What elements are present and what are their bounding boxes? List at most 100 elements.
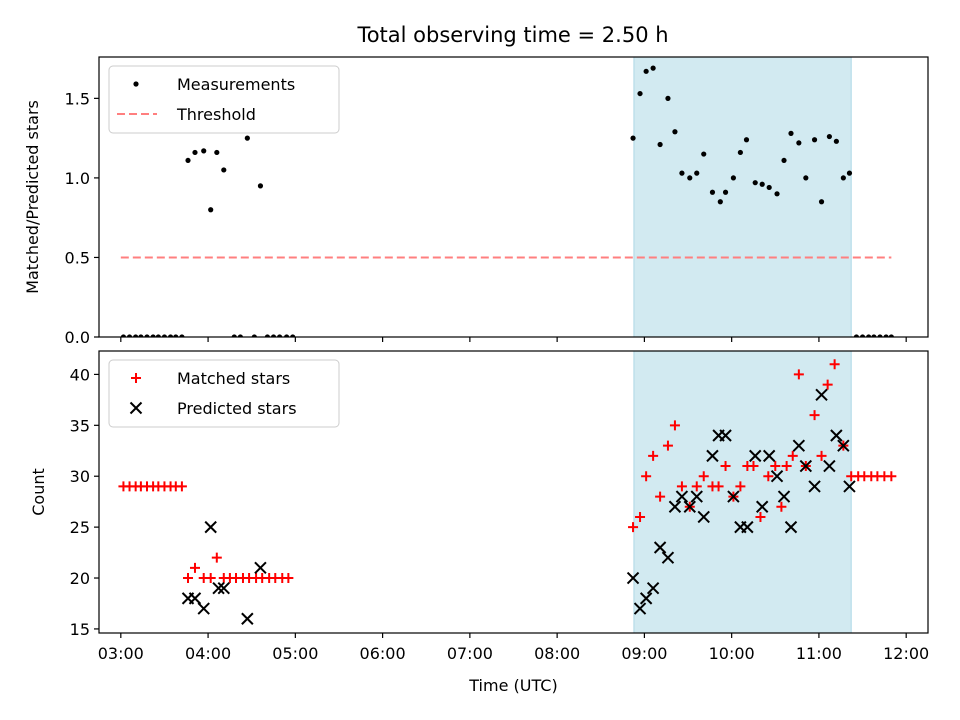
matched-star-marker	[176, 481, 187, 492]
predicted-star-marker	[706, 449, 719, 463]
predicted-star-marker	[823, 459, 836, 473]
predicted-star-marker	[770, 470, 784, 483]
predicted-star-marker	[690, 490, 703, 503]
predicted-star-marker	[188, 592, 202, 605]
measurement-point	[722, 189, 729, 195]
matched-star-marker	[183, 573, 194, 584]
series-predicted-stars	[181, 388, 856, 625]
legend: Measurements Threshold	[108, 65, 340, 134]
predicted-star-marker	[646, 581, 660, 595]
measurement-point	[277, 334, 283, 337]
measurement-point	[290, 334, 296, 337]
predicted-star-marker	[661, 551, 675, 564]
measurement-point	[665, 95, 671, 101]
measurement-point	[781, 157, 787, 164]
measurement-point	[818, 199, 825, 205]
matched-star-marker	[816, 450, 827, 461]
matched-star-marker	[205, 573, 216, 584]
legend-box	[108, 359, 340, 428]
matched-star-marker	[676, 481, 687, 492]
measurement-point	[859, 334, 866, 337]
predicted-star-marker	[784, 520, 798, 534]
x-tick-label: 07:00	[447, 644, 493, 663]
measurement-point	[185, 157, 191, 164]
measurement-point	[251, 334, 257, 337]
legend-measurement-marker	[133, 81, 139, 87]
matched-star-marker	[648, 450, 659, 461]
matched-star-marker	[781, 461, 792, 472]
y-tick-label: 0.0	[65, 328, 90, 347]
y-tick-label: 1.0	[65, 169, 90, 188]
measurement-point	[161, 334, 168, 337]
predicted-star-marker	[683, 500, 696, 513]
measurement-point	[650, 65, 656, 71]
measurement-point	[630, 135, 636, 141]
measurement-point	[866, 334, 872, 337]
measurement-point	[138, 334, 144, 337]
measurement-point	[826, 133, 832, 140]
matched-star-marker	[641, 471, 652, 482]
predicted-star-marker	[675, 490, 689, 503]
y-tick-label: 15	[70, 620, 90, 639]
predicted-star-marker	[668, 500, 682, 513]
series-measurements	[120, 65, 894, 337]
y-tick-label: 35	[70, 416, 90, 435]
legend-predicted-marker	[129, 401, 143, 415]
predicted-star-marker	[697, 510, 710, 524]
matched-star-marker	[698, 471, 709, 482]
measurement-point	[743, 137, 750, 143]
matched-star-marker	[787, 450, 798, 461]
predicted-star-marker	[197, 602, 210, 615]
measurement-point	[173, 334, 179, 337]
matched-star-marker	[628, 522, 639, 533]
measurement-point	[888, 334, 894, 337]
measurement-point	[657, 141, 663, 148]
measurement-point	[811, 137, 818, 143]
matched-star-marker	[755, 511, 766, 522]
matched-star-marker	[283, 573, 294, 584]
predicted-star-marker	[633, 602, 647, 615]
measurement-point	[877, 334, 883, 337]
measurement-point	[737, 149, 743, 156]
predicted-star-marker	[727, 490, 740, 503]
measurement-point	[244, 135, 250, 141]
measurement-point	[144, 334, 150, 337]
matched-star-marker	[635, 511, 646, 522]
matched-star-marker	[748, 461, 759, 472]
measurement-point	[231, 334, 237, 337]
measurement-point	[694, 170, 700, 176]
matched-star-marker	[189, 562, 200, 573]
x-tick-label: 11:00	[796, 644, 842, 663]
x-axis-label: Time (UTC)	[468, 676, 557, 695]
x-tick-label: 10:00	[709, 644, 755, 663]
measurement-point	[179, 334, 185, 337]
y-axis-label: Matched/Predicted stars	[23, 100, 42, 294]
measurement-point	[133, 334, 139, 337]
matched-star-marker	[793, 369, 804, 380]
predicted-star-marker	[653, 541, 667, 554]
measurement-point	[201, 148, 207, 154]
legend-matched-marker	[131, 373, 141, 383]
x-tick-label: 06:00	[360, 644, 406, 663]
predicted-star-marker	[212, 581, 225, 595]
matched-star-marker	[829, 359, 840, 370]
matched-star-marker	[669, 420, 680, 431]
measurement-point	[853, 334, 860, 337]
y-tick-label: 1.5	[65, 89, 90, 108]
x-tick-label: 05:00	[272, 644, 318, 663]
legend-label: Matched stars	[177, 369, 290, 388]
measurement-point	[637, 90, 643, 97]
matched-star-marker	[211, 552, 222, 563]
y-tick-label: 25	[70, 518, 90, 537]
predicted-star-marker	[639, 592, 653, 605]
predicted-star-marker	[741, 520, 754, 534]
measurement-point	[803, 175, 809, 181]
predicted-star-marker	[626, 571, 640, 585]
measurement-point	[759, 181, 765, 187]
measurement-point	[840, 175, 846, 181]
y-tick-label: 30	[70, 467, 90, 486]
measurement-point	[237, 334, 243, 337]
predicted-star-marker	[799, 459, 813, 473]
measurement-point	[208, 207, 214, 213]
measurement-point	[774, 191, 780, 197]
